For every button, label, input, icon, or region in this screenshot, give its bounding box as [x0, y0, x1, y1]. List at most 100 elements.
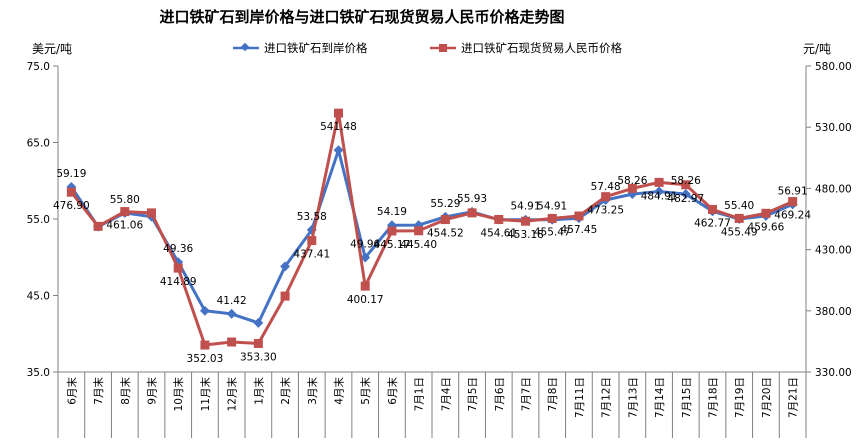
data-point-marker — [574, 211, 584, 221]
data-label: 469.24 — [774, 210, 811, 222]
category-label: 7月20日 — [761, 377, 773, 418]
category-label: 7月4日 — [440, 377, 452, 411]
data-label: 56.91 — [778, 185, 808, 197]
data-label: 58.26 — [617, 175, 647, 187]
data-label: 454.61 — [480, 227, 517, 239]
category-label: 3月末 — [306, 377, 319, 405]
category-label: 10月末 — [172, 377, 185, 412]
data-label: 55.40 — [724, 200, 754, 212]
data-label: 445.17 — [374, 239, 411, 251]
left-tick-label: 75.0 — [27, 61, 50, 73]
data-label: 49.36 — [163, 243, 193, 255]
right-tick-label: 380.00 — [815, 306, 852, 318]
series-line-0 — [70, 148, 794, 325]
data-point-marker — [93, 221, 103, 231]
data-point-marker — [199, 305, 210, 316]
data-point-marker — [173, 263, 183, 273]
left-tick-label: 45.0 — [27, 291, 50, 303]
axes: 35.0 45.0 55.0 65.0 75.0 330.00 380.00 430.00 48… — [27, 61, 852, 438]
category-label: 7月21日 — [788, 377, 800, 418]
data-point-marker — [440, 215, 450, 225]
data-point-marker — [788, 197, 798, 207]
left-tick-label: 35.0 — [27, 367, 50, 379]
category-label: 7月14日 — [654, 377, 666, 418]
data-point-marker — [708, 204, 717, 214]
category-label: 7月1日 — [414, 377, 426, 411]
series-line-1 — [70, 111, 794, 347]
data-label: 453.18 — [507, 229, 544, 241]
data-label: 54.91 — [510, 201, 540, 213]
data-label: 462.77 — [694, 217, 731, 229]
data-label: 55.80 — [110, 194, 140, 206]
category-label: 7月7日 — [521, 377, 533, 411]
right-tick-label: 480.00 — [815, 183, 852, 195]
right-tick-label: 530.00 — [815, 122, 852, 134]
data-label: 541.48 — [320, 121, 357, 133]
legend: 进口铁矿石到岸价格 进口铁矿石现货贸易人民币价格 — [233, 41, 622, 55]
data-label: 54.19 — [377, 206, 407, 218]
data-point-marker — [334, 108, 343, 118]
category-label: 6月末 — [386, 377, 399, 405]
data-label: 54.91 — [537, 201, 567, 213]
category-label: 7月15日 — [681, 377, 693, 418]
category-label: 8月末 — [119, 377, 132, 405]
data-label: 352.03 — [187, 353, 224, 365]
left-tick-label: 65.0 — [27, 138, 50, 150]
data-point-marker — [307, 236, 317, 246]
data-point-marker — [654, 186, 665, 197]
data-label: 41.42 — [217, 295, 247, 307]
right-tick-label: 580.00 — [815, 61, 852, 73]
data-point-marker — [414, 226, 424, 236]
legend-item-rmb: 进口铁矿石现货贸易人民币价格 — [430, 41, 622, 55]
right-tick-label: 330.00 — [815, 367, 852, 379]
legend-marker-cif — [240, 42, 250, 52]
left-axis-unit: 美元/吨 — [32, 42, 72, 56]
category-label: 7月5日 — [467, 377, 479, 411]
category-label: 7月8日 — [547, 377, 559, 411]
data-label: 455.47 — [534, 226, 571, 238]
data-label: 353.30 — [240, 351, 277, 363]
category-label: 2月末 — [279, 377, 292, 405]
legend-label-rmb: 进口铁矿石现货贸易人民币价格 — [461, 41, 622, 55]
data-label: 58.26 — [671, 175, 701, 187]
data-label: 457.45 — [561, 224, 598, 236]
data-label: 445.40 — [400, 239, 437, 251]
data-point-marker — [360, 281, 370, 291]
chart-title: 进口铁矿石到岸价格与进口铁矿石现货贸易人民币价格走势图 — [159, 8, 564, 26]
data-point-marker — [627, 183, 637, 193]
data-label: 400.17 — [347, 294, 384, 306]
data-point-marker — [280, 261, 291, 272]
legend-item-cif: 进口铁矿石到岸价格 — [233, 41, 368, 55]
data-point-marker — [147, 208, 156, 218]
category-label: 7月末 — [92, 377, 105, 405]
data-point-marker — [761, 208, 771, 218]
data-label: 484.91 — [641, 190, 678, 202]
category-label: 9月末 — [146, 377, 159, 405]
data-label: 459.66 — [748, 221, 785, 233]
data-point-marker — [601, 192, 611, 202]
category-label: 4月末 — [333, 377, 346, 405]
data-label: 57.48 — [591, 181, 621, 193]
data-label: 59.19 — [56, 168, 86, 180]
data-point-marker — [494, 214, 504, 224]
data-point-marker — [387, 226, 397, 236]
data-point-marker — [120, 207, 130, 217]
data-point-marker — [226, 308, 237, 319]
data-point-marker — [734, 213, 744, 223]
category-label: 11月末 — [199, 377, 212, 412]
data-point-marker — [280, 291, 290, 301]
legend-label-cif: 进口铁矿石到岸价格 — [264, 41, 368, 55]
data-point-marker — [200, 340, 210, 350]
category-label: 6月末 — [65, 377, 78, 405]
data-point-marker — [360, 252, 371, 263]
category-label: 7月13日 — [627, 377, 639, 418]
left-tick-label: 55.0 — [27, 214, 50, 226]
category-label: 7月11日 — [574, 377, 586, 418]
data-label: 454.52 — [427, 228, 464, 240]
data-point-marker — [654, 177, 664, 187]
category-label: 5月末 — [359, 377, 372, 405]
data-label: 482.97 — [667, 193, 704, 205]
data-label: 55.29 — [430, 198, 460, 210]
category-label: 7月6日 — [494, 377, 506, 411]
